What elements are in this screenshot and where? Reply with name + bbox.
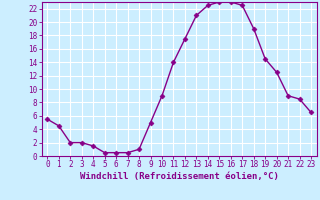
X-axis label: Windchill (Refroidissement éolien,°C): Windchill (Refroidissement éolien,°C)	[80, 172, 279, 181]
